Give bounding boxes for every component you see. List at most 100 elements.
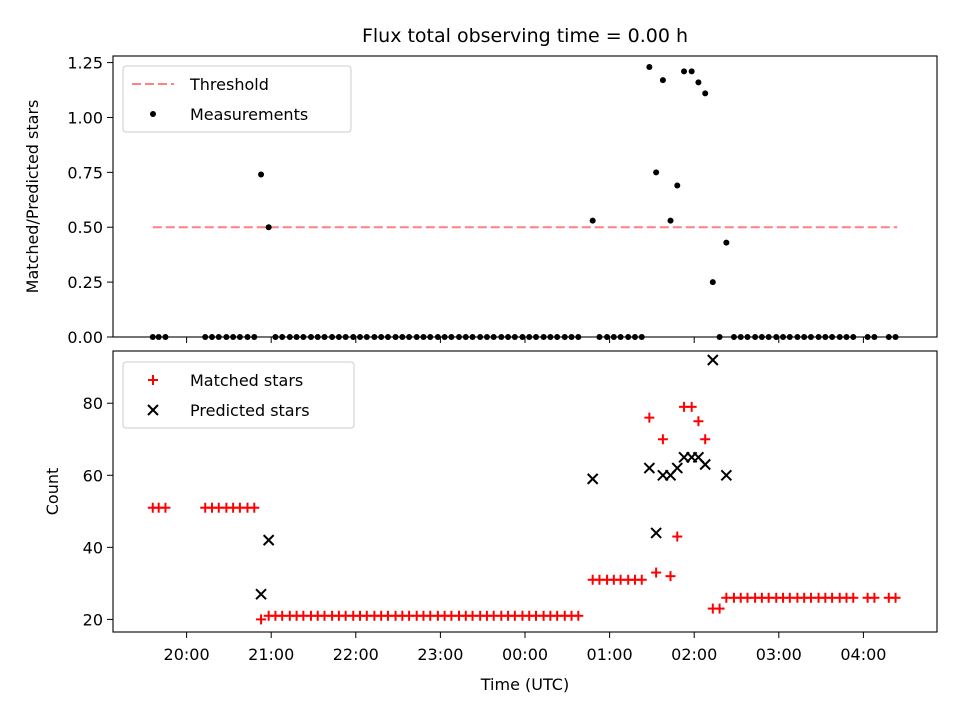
y-tick-label: 0.00: [67, 328, 103, 347]
matched-star-point: [869, 592, 880, 603]
measurement-point: [363, 334, 370, 340]
measurement-point: [314, 334, 321, 340]
matched-star-point: [644, 412, 655, 423]
measurement-point: [681, 68, 688, 75]
measurement-point: [575, 334, 582, 340]
measurement-point: [511, 334, 518, 340]
measurement-point: [758, 334, 765, 340]
measurement-point: [871, 334, 878, 340]
measurement-point: [850, 334, 857, 340]
measurement-point: [357, 334, 364, 340]
matched-star-point: [657, 434, 668, 445]
x-tick-label: 03:00: [756, 645, 802, 664]
matched-star-point: [848, 592, 859, 603]
legend: Threshold Measurements: [122, 65, 352, 133]
measurement-point: [335, 334, 342, 340]
measurement-point: [505, 334, 512, 340]
measurement-point: [350, 334, 357, 340]
measurement-point: [780, 334, 787, 340]
measurement-point: [659, 77, 666, 84]
measurement-point: [427, 334, 434, 340]
measurement-point: [716, 334, 723, 340]
y-tick-label: 0.75: [67, 163, 103, 182]
measurement-point: [547, 334, 554, 340]
measurement-point: [674, 182, 681, 189]
measurement-point: [617, 334, 624, 340]
y-tick-label: 60: [83, 466, 103, 485]
measurement-point: [568, 334, 575, 340]
legend-predicted-label: Predicted stars: [190, 401, 310, 420]
measurement-point: [434, 334, 441, 340]
x-tick-label: 20:00: [164, 645, 210, 664]
measurement-point: [230, 334, 237, 340]
measurement-point: [786, 334, 793, 340]
measurement-point: [420, 334, 427, 340]
matched-star-point: [249, 502, 260, 513]
predicted-star-point: [643, 462, 656, 474]
measurement-point: [526, 334, 533, 340]
measurement-point: [631, 334, 638, 340]
figure-title: Flux total observing time = 0.00 h: [362, 25, 688, 47]
legend-box: [122, 65, 352, 133]
matched-star-point: [672, 531, 683, 542]
predicted-star-point: [650, 527, 662, 539]
legend-measurements-label: Measurements: [190, 105, 308, 124]
predicted-star-point: [699, 458, 711, 471]
matched-star-point: [714, 603, 725, 614]
measurement-point: [638, 334, 645, 340]
measurement-point: [155, 334, 162, 340]
x-tick-label: 21:00: [248, 645, 294, 664]
measurement-point: [723, 239, 730, 246]
bottom-panel: 20 40 60 80 20:00 21:00 22:00 23:00 00:00 01:00 02…: [43, 350, 938, 664]
measurement-point: [456, 334, 463, 340]
measurement-point: [625, 334, 632, 340]
measurement-point: [223, 334, 230, 340]
matched-star-point: [256, 614, 267, 625]
measurement-point: [329, 334, 336, 340]
y-tick-label: 0.50: [67, 218, 103, 237]
measurement-point: [744, 334, 751, 340]
y-axis-title: Matched/Predicted stars: [23, 100, 42, 294]
measurement-point: [737, 334, 744, 340]
measurement-point: [441, 334, 448, 340]
legend-box: [122, 361, 355, 429]
measurement-point: [279, 334, 286, 340]
measurement-point: [829, 334, 836, 340]
legend-predicted-swatch: [147, 404, 159, 416]
measurement-point: [596, 334, 603, 340]
measurement-point: [162, 334, 169, 340]
measurement-point: [202, 334, 209, 340]
y-tick-label: 0.25: [67, 273, 103, 292]
measurement-point: [307, 334, 314, 340]
measurement-point: [730, 334, 737, 340]
matched-star-point: [686, 401, 697, 412]
measurement-point: [258, 171, 265, 178]
measurement-point: [702, 90, 709, 97]
measurement-point: [815, 334, 822, 340]
measurement-point: [773, 334, 780, 340]
measurement-point: [752, 334, 759, 340]
measurement-point: [406, 334, 413, 340]
matched-star-point: [636, 574, 647, 585]
legend-measurements-swatch: [150, 111, 156, 117]
measurement-point: [149, 334, 156, 340]
y-axis-title: Count: [43, 468, 62, 516]
measurement-point: [532, 334, 539, 340]
y-tick-label: 1.00: [67, 108, 103, 127]
measurement-point: [490, 334, 497, 340]
measurement-point: [215, 334, 222, 340]
predicted-star-point: [255, 588, 267, 600]
measurement-point: [272, 334, 279, 340]
measurement-point: [765, 334, 772, 340]
predicted-star-point: [586, 473, 599, 485]
measurement-point: [653, 169, 660, 176]
measurement-point: [801, 334, 808, 340]
measurement-point: [321, 334, 328, 340]
x-tick-label: 04:00: [840, 645, 886, 664]
measurement-point: [604, 334, 611, 340]
measurement-point: [498, 334, 505, 340]
matched-star-point: [693, 416, 704, 427]
measurement-point: [477, 334, 484, 340]
legend-matched-label: Matched stars: [190, 371, 303, 390]
measurement-point: [286, 334, 293, 340]
